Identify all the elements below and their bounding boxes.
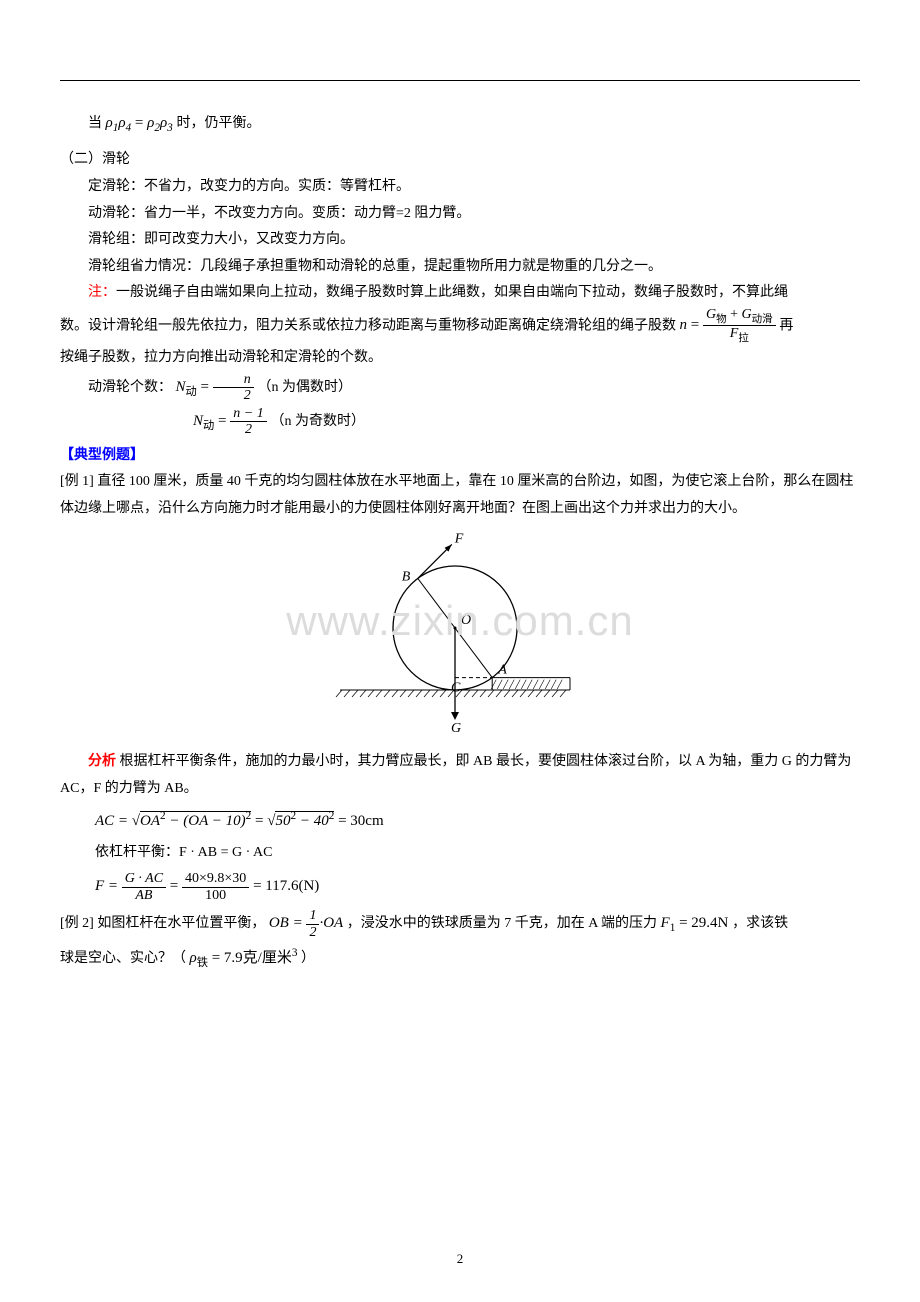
- example1-text: [例 1] 直径 100 厘米，质量 40 千克的均匀圆柱体放在水平地面上，靠在…: [60, 469, 860, 522]
- n-formula: n = G物 + G动滑 F拉: [680, 317, 780, 333]
- count-odd-tail: （n 为奇数时）: [270, 414, 365, 429]
- count-label: 动滑轮个数：: [88, 380, 172, 395]
- movable-pulley: 动滑轮：省力一半，不改变力方向。变质：动力臂=2 阻力臂。: [60, 201, 860, 228]
- example2-line2: 球是空心、实心？（ ρ铁 = 7.9克/厘米3 ）: [60, 941, 860, 976]
- count-even-tail: （n 为偶数时）: [258, 380, 353, 395]
- top-rule: [60, 80, 860, 81]
- svg-text:A: A: [497, 662, 507, 677]
- equilibrium-line: 当 ρ1ρ4 = ρ2ρ3 时，仍平衡。: [60, 109, 860, 139]
- eq-post: 时，仍平衡。: [177, 116, 261, 131]
- pulley-save: 滑轮组省力情况：几段绳子承担重物和动滑轮的总重，提起重物所用力就是物重的几分之一…: [60, 254, 860, 281]
- example1-diagram: www.zixin.com.cn FBOACG: [60, 533, 860, 744]
- pulley-group: 滑轮组：即可改变力大小，又改变力方向。: [60, 227, 860, 254]
- ac-equation: AC = √OA2 − (OA − 10)2 = √502 − 402 = 30…: [60, 806, 860, 836]
- note-body2: 数。设计滑轮组一般先依拉力，阻力关系或依拉力移动距离与重物移动距离确定绕滑轮组的…: [60, 318, 680, 333]
- rope-line: 按绳子股数，拉力方向推出动滑轮和定滑轮的个数。: [60, 345, 860, 372]
- note-line2: 数。设计滑轮组一般先依拉力，阻力关系或依拉力移动距离与重物移动距离确定绕滑轮组的…: [60, 307, 860, 345]
- f-equation: F = G · ACAB = 40×9.8×30100 = 117.6(N): [60, 870, 860, 903]
- example2-line1: [例 2] 如图杠杆在水平位置平衡， OB = 12·OA ，浸没水中的铁球质量…: [60, 907, 860, 941]
- note-label: 注：: [88, 285, 116, 300]
- svg-text:B: B: [402, 569, 411, 584]
- page-number: 2: [457, 1247, 464, 1272]
- section-2-title: （二）滑轮: [60, 147, 860, 174]
- svg-text:F: F: [454, 533, 464, 546]
- note-body1: 一般说绳子自由端如果向上拉动，数绳子股数时算上此绳数，如果自由端向下拉动，数绳子…: [116, 285, 788, 300]
- analysis-line: 分析 根据杠杆平衡条件，施加的力最小时，其力臂应最长，即 AB 最长，要使圆柱体…: [60, 749, 860, 802]
- balance-equation: 依杠杆平衡：F · AB = G · AC: [60, 840, 860, 867]
- eq-pre: 当: [88, 116, 106, 131]
- analysis-body: 根据杠杆平衡条件，施加的力最小时，其力臂应最长，即 AB 最长，要使圆柱体滚过台…: [60, 754, 851, 796]
- examples-title: 【典型例题】: [60, 443, 860, 470]
- cylinder-step-svg: F B O A C G: [310, 533, 610, 733]
- eq1: ρ1ρ4 = ρ2ρ3: [106, 115, 177, 131]
- note-body3: 再: [779, 318, 793, 333]
- count-even-line: 动滑轮个数： N动 = n2 （n 为偶数时）: [60, 371, 860, 405]
- count-odd-line: N动 = n − 12 （n 为奇数时）: [60, 405, 860, 439]
- note-line1: 注：一般说绳子自由端如果向上拉动，数绳子股数时算上此绳数，如果自由端向下拉动，数…: [60, 280, 860, 307]
- fixed-pulley: 定滑轮：不省力，改变力的方向。实质：等臂杠杆。: [60, 174, 860, 201]
- svg-text:G: G: [451, 721, 461, 733]
- svg-text:C: C: [451, 680, 461, 695]
- analysis-label: 分析: [88, 754, 116, 769]
- svg-text:O: O: [461, 613, 471, 628]
